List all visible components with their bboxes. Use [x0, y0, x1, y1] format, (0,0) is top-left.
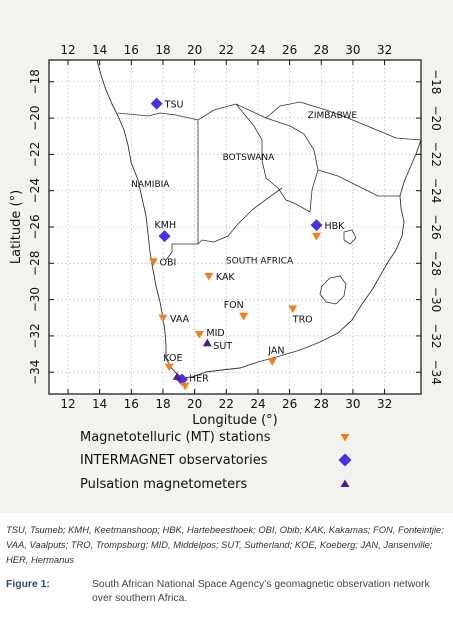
left-tick-label: −32: [28, 323, 42, 348]
right-tick-label: −24: [429, 178, 443, 203]
region-label-botswana: BOTSWANA: [223, 153, 276, 163]
top-tick-label: 24: [250, 43, 265, 57]
station-label-jan: JAN: [267, 345, 284, 356]
top-tick-label: 22: [219, 43, 234, 57]
station-marker-sut: [202, 338, 212, 347]
legend-text-intermagnet: INTERMAGNET observatories: [80, 453, 268, 468]
right-tick-label: −18: [429, 69, 443, 94]
abbreviation-list: TSU, Tsumeb; KMH, Keetmanshoop; HBK, Har…: [6, 524, 444, 565]
station-label-obi: OBI: [159, 257, 176, 268]
swaziland-border: [343, 229, 357, 245]
station-marker-kak: [204, 272, 214, 281]
station-label-koe: KOE: [163, 353, 182, 364]
station-marker-herp: [172, 372, 182, 380]
left-tick-label: −18: [28, 69, 42, 94]
bottom-tick-label: 14: [92, 397, 107, 411]
region-label-zimbabwe: ZIMBABWE: [308, 111, 358, 121]
right-tick-label: −22: [429, 142, 443, 167]
bottom-tick-label: 32: [377, 397, 392, 411]
station-marker-koe: [164, 363, 174, 372]
station-label-kak: KAK: [216, 272, 236, 283]
right-tick-label: −20: [429, 105, 443, 130]
station-label-kmh: KMH: [155, 220, 177, 231]
bottom-tick-label: 28: [314, 397, 329, 411]
legend-text-mt: Magnetotelluric (MT) stations: [80, 430, 271, 445]
left-tick-label: −26: [28, 214, 42, 239]
top-tick-label: 20: [187, 43, 202, 57]
left-tick-label: −34: [28, 360, 42, 385]
top-tick-label: 14: [92, 43, 107, 57]
station-marker-jan: [267, 358, 277, 366]
legend-marker-pulsation: [340, 479, 350, 487]
station-marker-kmh: [158, 230, 171, 243]
right-tick-label: −26: [429, 214, 443, 239]
station-map: ZIMBABWE BOTSWANA NAMIBIA SOUTH AFRICA 12 12…: [9, 43, 443, 492]
bottom-tick-label: 12: [60, 397, 75, 411]
station-label-tsu: TSU: [164, 100, 184, 111]
top-tick-label: 18: [155, 43, 170, 57]
right-tick-label: −32: [429, 323, 443, 348]
station-marker-hbk: [310, 219, 323, 232]
left-tick-label: −20: [28, 105, 42, 130]
right-tick-label: −28: [429, 251, 443, 276]
left-tick-label: −24: [28, 178, 42, 203]
left-tick-label: −28: [28, 251, 42, 276]
top-tick-label: 16: [124, 43, 139, 57]
region-label-south-africa: SOUTH AFRICA: [226, 256, 294, 266]
station-marker-vaa: [158, 314, 168, 323]
region-label-namibia: NAMIBIA: [131, 180, 170, 190]
left-tick-label: −22: [28, 142, 42, 167]
country-borders: [117, 101, 422, 261]
station-label-fon: FON: [224, 300, 244, 311]
bottom-tick-label: 18: [155, 397, 170, 411]
station-label-her: HER: [189, 373, 209, 384]
station-label-hbk: HBK: [325, 221, 346, 232]
legend-marker-mt: [340, 434, 350, 442]
top-tick-label: 26: [282, 43, 297, 57]
legend-text-pulsation: Pulsation magnetometers: [80, 477, 248, 492]
top-tick-label: 32: [377, 43, 392, 57]
station-label-mid: MID: [206, 328, 224, 339]
left-tick-label: −30: [28, 287, 42, 312]
figure-panel: ZIMBABWE BOTSWANA NAMIBIA SOUTH AFRICA 12 12…: [0, 0, 453, 513]
africa-coastline: [96, 59, 422, 379]
bottom-tick-label: 16: [124, 397, 139, 411]
station-marker-fon: [239, 312, 249, 321]
legend-marker-intermagnet: [338, 453, 352, 467]
top-tick-label: 30: [345, 43, 360, 57]
station-marker-mid: [194, 330, 204, 339]
bottom-tick-label: 30: [345, 397, 360, 411]
right-tick-label: −34: [429, 360, 443, 385]
bottom-tick-label: 22: [219, 397, 234, 411]
station-marker-hbkmt: [312, 232, 322, 241]
station-marker-obi: [148, 258, 158, 266]
figure-caption-text: South African National Space Agency’s ge…: [92, 579, 430, 604]
station-marker-hermt: [180, 382, 190, 391]
right-tick-label: −30: [429, 287, 443, 312]
station-marker-tro: [288, 305, 298, 314]
station-marker-tsu: [150, 97, 163, 110]
station-label-tro: TRO: [292, 315, 313, 326]
y-axis-title: Latitude (°): [9, 190, 24, 264]
top-tick-label: 12: [60, 43, 75, 57]
station-label-vaa: VAA: [170, 314, 190, 325]
station-label-sut: SUT: [213, 341, 232, 352]
bottom-tick-label: 20: [187, 397, 202, 411]
lesotho-border: [319, 275, 347, 305]
bottom-tick-label: 26: [282, 397, 297, 411]
figure-label: Figure 1:: [6, 579, 50, 590]
top-tick-label: 28: [314, 43, 329, 57]
bottom-tick-label: 24: [250, 397, 265, 411]
x-axis-title: Longitude (°): [192, 413, 277, 428]
